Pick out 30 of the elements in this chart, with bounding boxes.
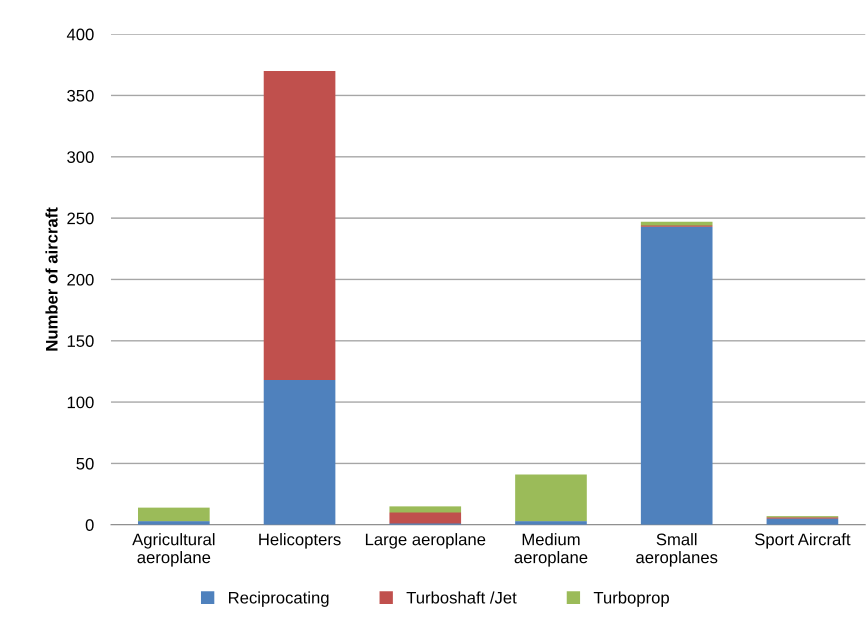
bar bbox=[640, 222, 713, 226]
x-tick-label: Medium aeroplane bbox=[514, 533, 588, 567]
bar bbox=[515, 521, 587, 525]
legend-label: Turboshaft /Jet bbox=[406, 591, 517, 604]
bar bbox=[515, 474, 587, 522]
bar bbox=[264, 380, 336, 525]
y-tick-label: 250 bbox=[67, 212, 94, 224]
y-tick-label: 100 bbox=[68, 396, 94, 408]
y-axis-title: Number of aircraft bbox=[45, 207, 58, 351]
x-tick-label: Large aeroplane bbox=[366, 533, 486, 549]
y-tick-label: 350 bbox=[67, 90, 94, 102]
bar bbox=[138, 508, 210, 522]
y-tick-label: 300 bbox=[67, 151, 94, 164]
x-tick-label: Sport Aircraft bbox=[755, 533, 850, 549]
x-tick-label: Agricultural aeroplane bbox=[132, 533, 214, 567]
bar bbox=[640, 226, 713, 525]
y-tick-label: 200 bbox=[67, 274, 94, 286]
x-tick-label: Small aeroplanes bbox=[636, 533, 718, 567]
x-tick-label: Helicopters bbox=[259, 533, 341, 549]
legend-label: Turboprop bbox=[594, 591, 669, 607]
bar bbox=[389, 512, 462, 524]
legend-label: Reciprocating bbox=[229, 591, 328, 607]
y-tick-label: 50 bbox=[76, 458, 94, 470]
y-tick-label: 150 bbox=[68, 335, 94, 347]
y-tick-label: 400 bbox=[66, 28, 94, 40]
bar bbox=[264, 70, 336, 380]
y-tick-label: 0 bbox=[86, 519, 94, 531]
bar bbox=[389, 506, 462, 512]
bar bbox=[138, 521, 210, 525]
bar bbox=[766, 518, 838, 525]
